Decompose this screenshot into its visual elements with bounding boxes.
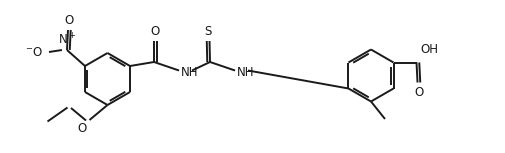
Text: OH: OH xyxy=(419,43,437,56)
Text: $^{-}$O: $^{-}$O xyxy=(25,45,43,58)
Text: NH: NH xyxy=(180,66,197,79)
Text: NH: NH xyxy=(236,66,254,79)
Text: O: O xyxy=(78,122,87,135)
Text: N$^+$: N$^+$ xyxy=(58,33,76,48)
Text: O: O xyxy=(414,86,423,99)
Text: O: O xyxy=(65,14,74,27)
Text: O: O xyxy=(150,25,160,38)
Text: S: S xyxy=(204,25,212,38)
